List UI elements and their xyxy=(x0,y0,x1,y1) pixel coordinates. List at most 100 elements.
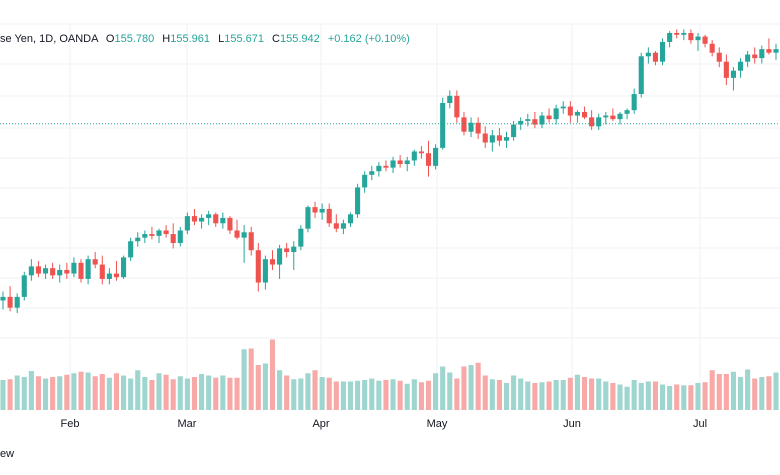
volume-bar xyxy=(106,377,112,410)
volume-bar xyxy=(255,365,261,410)
volume-bar xyxy=(305,373,311,410)
candle-body xyxy=(716,52,722,62)
candle-body xyxy=(326,208,332,224)
volume-bar xyxy=(376,380,382,410)
volume-bar xyxy=(624,386,630,410)
low-label: L xyxy=(218,33,225,45)
candle-body xyxy=(71,262,77,274)
symbol-label: se Yen, 1D, OANDA xyxy=(0,33,98,45)
candle-body xyxy=(723,61,729,78)
volume-bar xyxy=(511,375,517,410)
high-value: 155.961 xyxy=(170,33,211,45)
volume-bar xyxy=(220,375,226,410)
volume-bar xyxy=(752,378,758,410)
candle-body xyxy=(291,246,297,253)
x-tick-label-jul: Jul xyxy=(693,418,707,430)
candle-body xyxy=(21,275,27,297)
candle-body xyxy=(50,268,56,276)
candle-body xyxy=(255,250,261,283)
volume-bar xyxy=(121,375,127,410)
candle-body xyxy=(220,217,226,224)
x-tick-label-mar: Mar xyxy=(178,418,197,430)
volume-bar xyxy=(518,378,524,410)
volume-bar xyxy=(709,370,715,410)
volume-bar xyxy=(766,376,772,410)
candle-body xyxy=(695,36,701,41)
volume-bar xyxy=(71,373,77,410)
volume-bar xyxy=(603,381,609,410)
volume-bar xyxy=(191,377,198,410)
candle-body xyxy=(418,151,424,154)
volume-bar xyxy=(14,375,20,410)
high-label: H xyxy=(162,33,171,45)
candle-body xyxy=(503,137,510,141)
candle-body xyxy=(99,264,105,279)
change-value: +0.162 (+0.10%) xyxy=(327,33,410,45)
volume-bar xyxy=(723,374,729,410)
volume-bar xyxy=(553,380,559,410)
volume-bar xyxy=(539,382,545,410)
candle-body xyxy=(411,151,417,161)
volume-bar xyxy=(475,362,481,410)
candle-body xyxy=(454,95,460,118)
volume-bar xyxy=(78,371,84,410)
volume-bar xyxy=(248,348,254,410)
volume-bar xyxy=(532,383,538,410)
x-tick-label-may: May xyxy=(427,418,448,430)
volume-bar xyxy=(326,377,332,410)
volume-bar xyxy=(702,382,708,410)
volume-bar xyxy=(716,374,722,410)
candle-body xyxy=(553,108,559,120)
volume-bar xyxy=(170,379,176,410)
volume-bar xyxy=(468,365,474,410)
candle-body xyxy=(461,117,467,132)
volume-bar xyxy=(156,373,162,410)
volume-bar xyxy=(737,377,744,410)
candle-body xyxy=(199,217,205,222)
candle-body xyxy=(397,160,403,165)
candle-body xyxy=(496,135,502,141)
x-tick-label-feb: Feb xyxy=(61,418,80,430)
candle-body xyxy=(57,269,63,276)
volume-bar xyxy=(404,383,410,410)
candle-body xyxy=(14,296,20,308)
volume-bar xyxy=(298,378,304,410)
candle-body xyxy=(213,214,219,224)
volume-bar xyxy=(199,374,205,410)
candle-body xyxy=(376,165,382,172)
volume-bar xyxy=(241,349,247,410)
candle-body xyxy=(383,165,389,168)
volume-bar xyxy=(574,374,580,410)
volume-bar xyxy=(645,381,651,410)
volume-bar xyxy=(28,371,34,410)
candle-body xyxy=(184,216,190,231)
volume-bar xyxy=(213,377,219,410)
volume-bar xyxy=(659,384,666,410)
volume-bar xyxy=(567,377,573,410)
candle-body xyxy=(581,111,588,118)
candle-body xyxy=(468,122,474,132)
volume-bar xyxy=(688,385,694,410)
candle-body xyxy=(440,102,446,148)
candle-body xyxy=(248,232,254,251)
candle-body xyxy=(631,94,637,111)
candle-body xyxy=(539,115,545,125)
volume-bar xyxy=(411,379,417,410)
volume-bar xyxy=(461,366,467,410)
volume-bar xyxy=(596,378,602,410)
candle-body xyxy=(688,32,694,41)
volume-bar xyxy=(397,380,403,410)
close-value: 155.942 xyxy=(279,33,320,45)
volume-bar xyxy=(617,384,623,410)
close-label: C xyxy=(272,33,280,45)
candle-body xyxy=(745,54,751,62)
candle-body xyxy=(319,208,325,213)
candle-body xyxy=(333,223,339,229)
candle-body xyxy=(121,257,127,278)
candle-body xyxy=(546,115,552,120)
candle-body xyxy=(709,43,715,53)
volume-bar xyxy=(284,375,290,410)
volume-bar xyxy=(269,339,276,410)
